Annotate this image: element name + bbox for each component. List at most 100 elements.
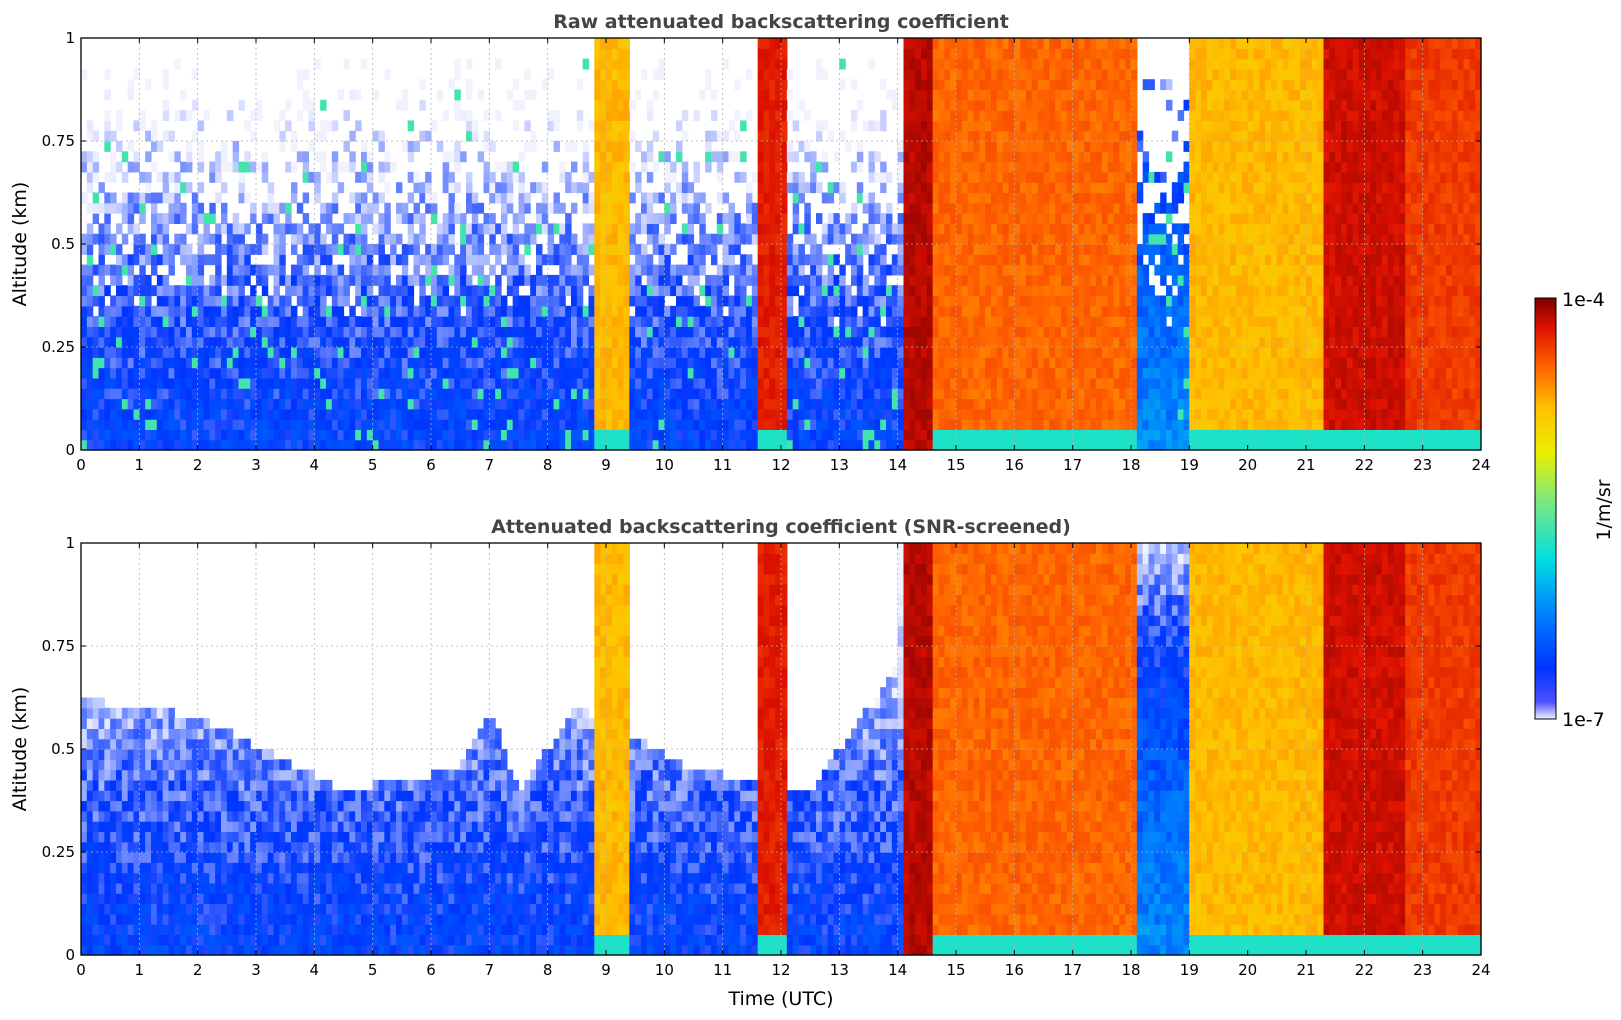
heatmap-cell (1055, 429, 1062, 441)
heatmap-cell (86, 161, 94, 173)
heatmap-cell (250, 285, 257, 297)
heatmap-cell (471, 419, 479, 430)
heatmap-cell (606, 295, 613, 307)
heatmap-cell (862, 398, 870, 410)
heatmap-cell (191, 336, 199, 348)
heatmap-cell (856, 377, 864, 389)
heatmap-cell (629, 192, 636, 204)
heatmap-cell (139, 213, 146, 224)
heatmap-cell (996, 388, 1004, 400)
heatmap-cell (664, 419, 671, 430)
heatmap-cell (372, 429, 380, 441)
heatmap-cell (203, 326, 210, 338)
heatmap-cell (868, 398, 875, 410)
heatmap-cell (518, 429, 525, 441)
heatmap-cell (961, 110, 969, 121)
heatmap-cell (215, 377, 222, 389)
heatmap-cell (821, 398, 829, 410)
heatmap-cell (1066, 398, 1074, 410)
heatmap-cell (856, 182, 864, 194)
heatmap-cell (751, 233, 759, 245)
heatmap-cell (454, 357, 461, 369)
heatmap-cell (944, 285, 951, 297)
heatmap-cell (162, 99, 170, 111)
heatmap-cell (594, 367, 601, 379)
heatmap-cell (308, 99, 315, 111)
heatmap-cell (874, 398, 881, 410)
heatmap-cell (926, 377, 934, 389)
heatmap-cell (133, 223, 140, 235)
heatmap-cell (530, 429, 537, 441)
heatmap-cell (623, 141, 630, 152)
heatmap-cell (827, 398, 835, 410)
heatmap-cell (226, 429, 234, 441)
heatmap-cell (221, 305, 228, 317)
heatmap-cell (273, 254, 280, 266)
heatmap-cell (419, 213, 426, 224)
heatmap-cell (197, 233, 205, 245)
heatmap-cell (244, 367, 251, 379)
heatmap-cell (641, 357, 648, 369)
heatmap-cell (454, 408, 461, 420)
heatmap-cell (378, 233, 385, 245)
heatmap-cell (1031, 419, 1039, 430)
heatmap-cell (664, 264, 671, 276)
heatmap-cell (308, 141, 315, 152)
heatmap-cell (664, 326, 671, 338)
heatmap-cell (915, 99, 922, 111)
heatmap-cell (856, 316, 864, 327)
heatmap-cell (617, 316, 625, 327)
heatmap-cell (769, 89, 776, 101)
heatmap-cell (1078, 68, 1085, 80)
heatmap-cell (769, 151, 776, 163)
heatmap-cell (728, 120, 735, 132)
heatmap-cell (512, 408, 520, 420)
heatmap-cell (798, 99, 805, 111)
heatmap-cell (996, 79, 1004, 91)
heatmap-cell (600, 58, 607, 70)
heatmap-cell (909, 408, 916, 420)
heatmap-cell (921, 388, 928, 400)
heatmap-cell (611, 408, 619, 420)
heatmap-cell (979, 398, 986, 410)
heatmap-cell (611, 99, 619, 111)
heatmap-cell (1055, 295, 1062, 307)
heatmap-cell (256, 244, 263, 255)
heatmap-cell (1066, 233, 1074, 245)
heatmap-cell (716, 336, 724, 348)
heatmap-cell (559, 326, 566, 338)
heatmap-cell (781, 89, 788, 101)
heatmap-cell (547, 408, 555, 420)
heatmap-cell (681, 264, 689, 276)
heatmap-cell (576, 295, 584, 307)
heatmap-cell (757, 388, 765, 400)
heatmap-cell (518, 388, 525, 400)
heatmap-cell (1078, 254, 1085, 266)
heatmap-cell (349, 213, 356, 224)
heatmap-cell (1072, 161, 1080, 173)
heatmap-cell (646, 316, 654, 327)
heatmap-cell (361, 419, 368, 430)
heatmap-cell (536, 316, 543, 327)
heatmap-cell (950, 439, 957, 451)
heatmap-cell (956, 264, 963, 276)
heatmap-cell (1037, 223, 1045, 235)
heatmap-cell (250, 305, 257, 317)
heatmap-cell (1008, 419, 1015, 430)
heatmap-cell (740, 429, 747, 441)
heatmap-cell (571, 419, 578, 430)
heatmap-cell (641, 254, 648, 266)
heatmap-cell (1008, 233, 1015, 245)
heatmap-cell (1066, 48, 1074, 60)
heatmap-cell (261, 429, 269, 441)
heatmap-cell (203, 110, 210, 121)
heatmap-cell (501, 223, 508, 235)
heatmap-cell (279, 130, 286, 142)
heatmap-cell (215, 408, 222, 420)
heatmap-cell (361, 336, 368, 348)
heatmap-cell (1020, 192, 1027, 204)
heatmap-cell (326, 223, 333, 235)
heatmap-cell (209, 161, 216, 173)
heatmap-cell (606, 58, 613, 70)
heatmap-cell (308, 367, 315, 379)
